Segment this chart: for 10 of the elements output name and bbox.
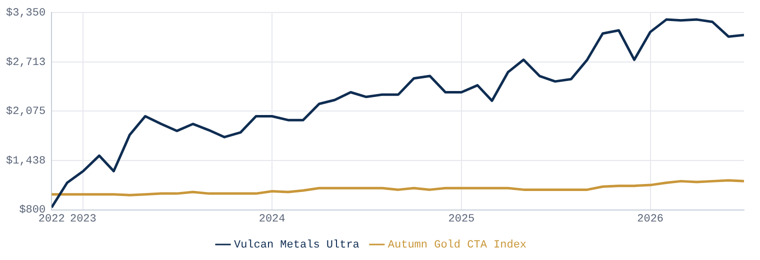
x-tick-label: 2024	[258, 213, 286, 226]
y-tick-label: $1,438	[6, 155, 46, 168]
x-tick-label: 2023	[70, 213, 96, 226]
y-tick-label: $3,350	[6, 8, 46, 20]
legend-label: Vulcan Metals Ultra	[234, 239, 360, 252]
legend-label: Autumn Gold CTA Index	[388, 239, 527, 252]
x-tick-label: 2026	[637, 213, 664, 226]
x-tick-label: 2025	[448, 213, 475, 226]
y-tick-label: $2,075	[6, 106, 46, 118]
y-tick-label: $2,713	[6, 56, 46, 69]
